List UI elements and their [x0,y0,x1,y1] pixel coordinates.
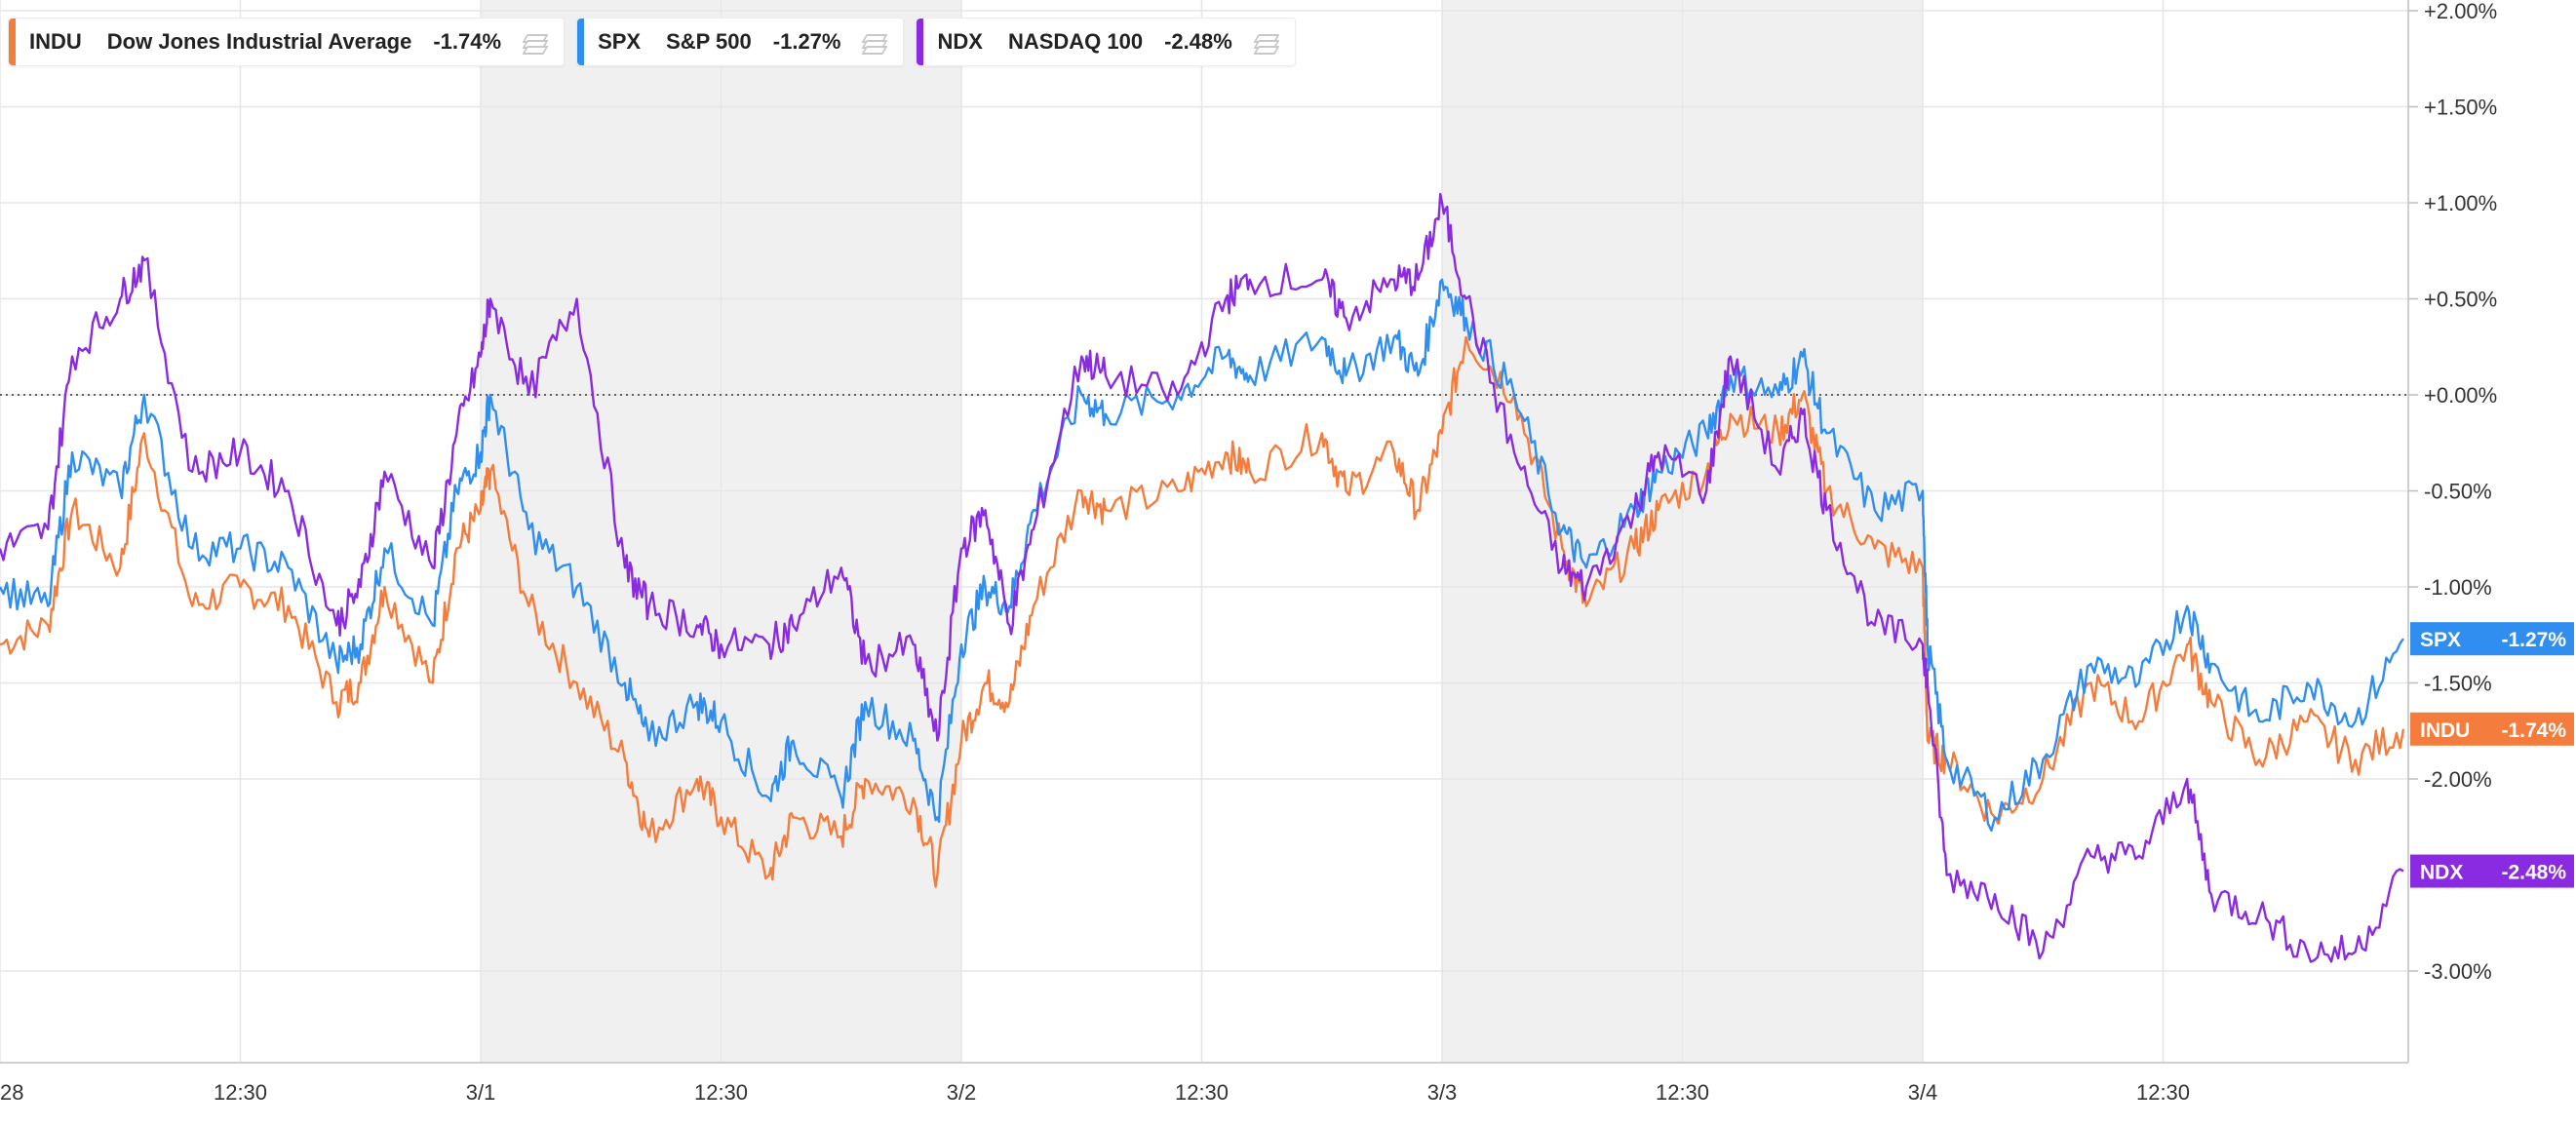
legend-chip-spx[interactable]: SPX S&P 500 -1.27% [576,18,905,66]
legend-change: -2.48% [1164,29,1232,54]
y-tick-label: +2.00% [2424,0,2497,23]
legend-symbol: INDU [29,29,82,54]
x-tick-label: 12:30 [1656,1080,1709,1105]
legend-name: Dow Jones Industrial Average [106,29,412,54]
layers-icon[interactable] [1253,30,1280,55]
x-tick-label: 28 [0,1080,23,1105]
legend-chip-ndx[interactable]: NDX NASDAQ 100 -2.48% [916,18,1296,66]
y-tick-label: -1.50% [2424,672,2492,696]
badge-bg [2410,622,2574,656]
badge-bg [2410,854,2574,888]
x-tick-label: 3/3 [1427,1080,1458,1105]
x-tick-label: 12:30 [2136,1080,2190,1105]
layers-icon[interactable] [861,30,889,55]
x-tick-label: 3/1 [466,1080,496,1105]
badge-symbol: NDX [2420,862,2463,884]
badge-value: -1.74% [2501,719,2566,742]
legend-color-indu [9,19,16,65]
x-tick-label: 12:30 [694,1080,748,1105]
series-layer [0,192,2405,963]
legend-color-spx [577,19,585,65]
legend-name: S&P 500 [666,29,752,54]
last-value-badges: INDU -1.74% SPX -1.27% NDX -2.48% [2410,622,2574,888]
legend-symbol: SPX [598,29,642,54]
y-tick-label: +0.00% [2424,383,2497,408]
x-tick-label: 12:30 [214,1080,267,1105]
badge-indu: INDU -1.74% [2410,712,2574,746]
badge-symbol: INDU [2420,719,2470,742]
y-tick-label: +1.00% [2424,191,2497,215]
badge-symbol: SPX [2420,629,2461,651]
badge-value: -1.27% [2501,629,2566,651]
badge-ndx: NDX -2.48% [2410,854,2574,888]
legend-color-ndx [917,19,924,65]
grid-lines [0,0,2408,1063]
legend: INDU Dow Jones Industrial Average -1.74%… [8,18,1296,66]
x-tick-label: 3/2 [947,1080,977,1105]
x-tick-label: 12:30 [1175,1080,1229,1105]
y-tick-label: -3.00% [2424,959,2492,984]
y-tick-label: -0.50% [2424,480,2492,504]
series-line-ndx [0,192,2404,963]
y-tick-label: -1.00% [2424,575,2492,600]
legend-symbol: NDX [937,29,983,54]
x-axis-ticks: 28 12:30 3/1 12:30 3/2 12:30 3/3 12:30 3/4 12:30 [0,1080,2190,1105]
y-tick-label: -2.00% [2424,767,2492,792]
legend-chip-indu[interactable]: INDU Dow Jones Industrial Average -1.74% [8,18,566,66]
legend-change: -1.27% [772,29,841,54]
legend-name: NASDAQ 100 [1007,29,1144,54]
layers-icon[interactable] [522,30,549,55]
badge-value: -2.48% [2501,862,2566,884]
y-axis-ticks: +2.00% +1.50% +1.00% +0.50% +0.00% -0.50% -1.0… [2408,0,2497,984]
x-tick-label: 3/4 [1908,1080,1938,1105]
legend-change: -1.74% [433,29,502,54]
badge-bg [2410,712,2574,746]
y-tick-label: +1.50% [2424,96,2497,120]
badge-spx: SPX -1.27% [2410,622,2574,656]
series-line-spx [0,278,2404,833]
y-tick-label: +0.50% [2424,288,2497,312]
